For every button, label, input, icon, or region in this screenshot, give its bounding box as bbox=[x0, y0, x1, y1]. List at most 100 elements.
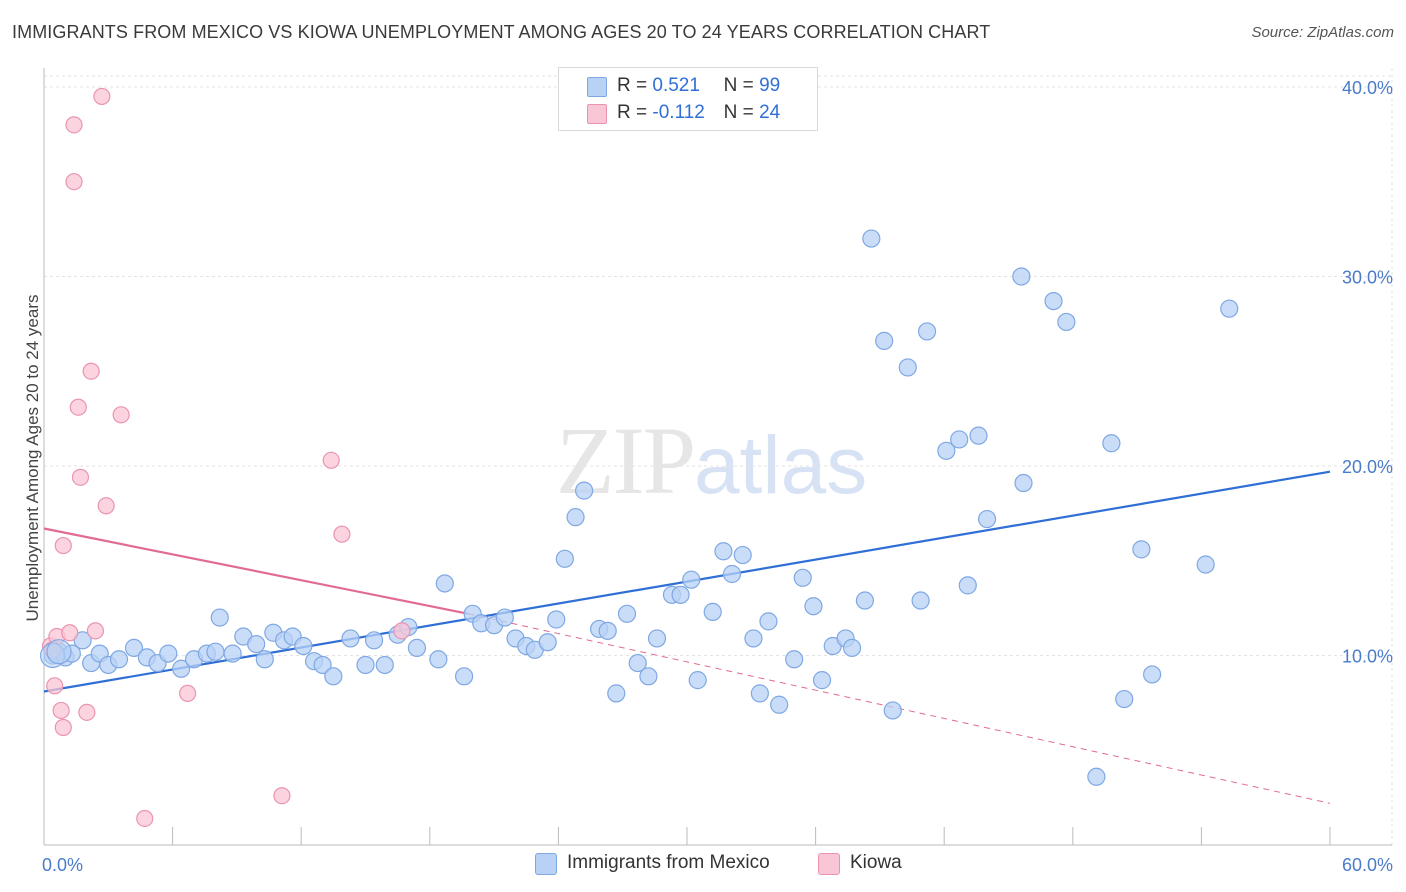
mexico-point bbox=[1196, 555, 1215, 574]
mexico-point bbox=[759, 612, 778, 631]
legend-r-label: R = bbox=[617, 75, 648, 96]
mexico-point bbox=[109, 650, 129, 669]
mexico-point bbox=[671, 585, 690, 604]
mexico-point bbox=[977, 509, 997, 529]
mexico-point bbox=[1087, 767, 1106, 786]
mexico-point bbox=[247, 635, 266, 654]
mexico-point bbox=[842, 638, 862, 658]
mexico-point bbox=[969, 426, 988, 445]
mexico-point bbox=[1014, 473, 1033, 493]
chart-title: IMMIGRANTS FROM MEXICO VS KIOWA UNEMPLOY… bbox=[12, 22, 991, 42]
bottom-legend-label-mexico: Immigrants from Mexico bbox=[567, 852, 770, 873]
legend-swatch-kiowa bbox=[587, 104, 607, 124]
mexico-point bbox=[407, 638, 427, 658]
mexico-point bbox=[714, 542, 733, 561]
x-tick-label: 60.0% bbox=[1342, 855, 1393, 875]
mexico-point bbox=[575, 481, 594, 500]
mexico-point bbox=[210, 608, 229, 627]
mexico-point-large bbox=[46, 639, 72, 665]
kiowa-point bbox=[93, 87, 111, 106]
legend-n-value: 24 bbox=[759, 102, 781, 123]
mexico-point bbox=[883, 701, 902, 720]
legend-r-value: 0.521 bbox=[652, 75, 700, 96]
mexico-point bbox=[1220, 299, 1239, 318]
bottom-legend-label-kiowa: Kiowa bbox=[850, 852, 902, 873]
mexico-point bbox=[538, 633, 557, 652]
y-tick-label: 40.0% bbox=[1342, 78, 1393, 98]
kiowa-point bbox=[78, 703, 96, 721]
y-tick-label: 20.0% bbox=[1342, 457, 1393, 477]
mexico-point bbox=[598, 621, 617, 640]
mexico-point bbox=[324, 667, 343, 686]
mexico-point bbox=[950, 430, 969, 449]
mexico-point bbox=[313, 655, 332, 675]
legend-swatch-mexico bbox=[587, 77, 607, 97]
mexico-point bbox=[1057, 312, 1076, 332]
mexico-point bbox=[223, 644, 242, 663]
bottom-legend-swatch-mexico bbox=[535, 853, 557, 875]
kiowa-point bbox=[393, 622, 411, 640]
kiowa-point bbox=[54, 536, 72, 555]
mexico-point bbox=[435, 574, 454, 593]
mexico-point bbox=[682, 570, 701, 589]
mexico-point bbox=[294, 636, 313, 656]
mexico-point bbox=[639, 667, 658, 686]
mexico-point bbox=[937, 441, 956, 460]
mexico-point bbox=[495, 608, 514, 627]
mexico-point bbox=[159, 644, 178, 663]
mexico-point bbox=[804, 597, 823, 616]
mexico-point bbox=[454, 667, 474, 686]
mexico-point bbox=[341, 629, 360, 648]
mexico-point bbox=[356, 655, 375, 675]
mexico-point bbox=[647, 629, 667, 648]
source-label: Source: ZipAtlas.com bbox=[1251, 24, 1394, 41]
mexico-point bbox=[1132, 540, 1151, 559]
kiowa-point bbox=[322, 451, 340, 469]
mexico-point bbox=[617, 604, 637, 623]
mexico-point bbox=[607, 684, 626, 703]
mexico-point bbox=[744, 629, 763, 648]
kiowa-point bbox=[97, 497, 115, 515]
mexico-point bbox=[1115, 689, 1134, 709]
legend-r-label: R = bbox=[617, 102, 648, 123]
mexico-point bbox=[750, 684, 769, 703]
mexico-point bbox=[875, 331, 894, 350]
mexico-point bbox=[429, 650, 448, 669]
kiowa-point bbox=[112, 406, 130, 424]
mexico-point bbox=[862, 229, 881, 248]
y-axis-label: Unemployment Among Ages 20 to 24 years bbox=[23, 295, 42, 622]
x-tick-label: 0.0% bbox=[42, 855, 83, 875]
mexico-point bbox=[722, 564, 742, 584]
mexico-point bbox=[1143, 665, 1162, 684]
kiowa-point bbox=[52, 701, 70, 720]
mexico-point bbox=[1012, 267, 1031, 286]
legend-n-label: N = bbox=[723, 102, 754, 123]
mexico-point bbox=[555, 549, 574, 568]
mexico-point bbox=[172, 659, 191, 678]
mexico-point bbox=[770, 695, 789, 714]
y-tick-label: 10.0% bbox=[1342, 646, 1393, 666]
kiowa-point bbox=[333, 525, 351, 543]
mexico-point bbox=[566, 508, 585, 527]
mexico-point bbox=[364, 631, 384, 650]
bottom-legend-swatch-kiowa bbox=[818, 853, 840, 875]
mexico-point bbox=[1044, 292, 1063, 311]
mexico-point bbox=[628, 653, 647, 673]
kiowa-point bbox=[65, 116, 83, 134]
mexico-point bbox=[917, 322, 937, 341]
mexico-point bbox=[733, 545, 752, 565]
mexico-point bbox=[375, 655, 394, 675]
mexico-point bbox=[793, 568, 812, 587]
mexico-point bbox=[547, 610, 566, 629]
mexico-point bbox=[911, 591, 930, 610]
kiowa-trend-line bbox=[43, 527, 469, 615]
stats-legend: R = 0.521 N = 99 R = -0.112 N = 24 bbox=[558, 67, 818, 131]
kiowa-point bbox=[179, 684, 197, 702]
kiowa-point bbox=[86, 622, 105, 640]
kiowa-point bbox=[46, 677, 64, 695]
kiowa-point bbox=[71, 468, 90, 486]
legend-n-value: 99 bbox=[759, 75, 781, 96]
kiowa-point bbox=[54, 718, 72, 737]
tick-labels: 10.0% 20.0% 30.0% 40.0% 0.0% 60.0% bbox=[42, 78, 1393, 875]
